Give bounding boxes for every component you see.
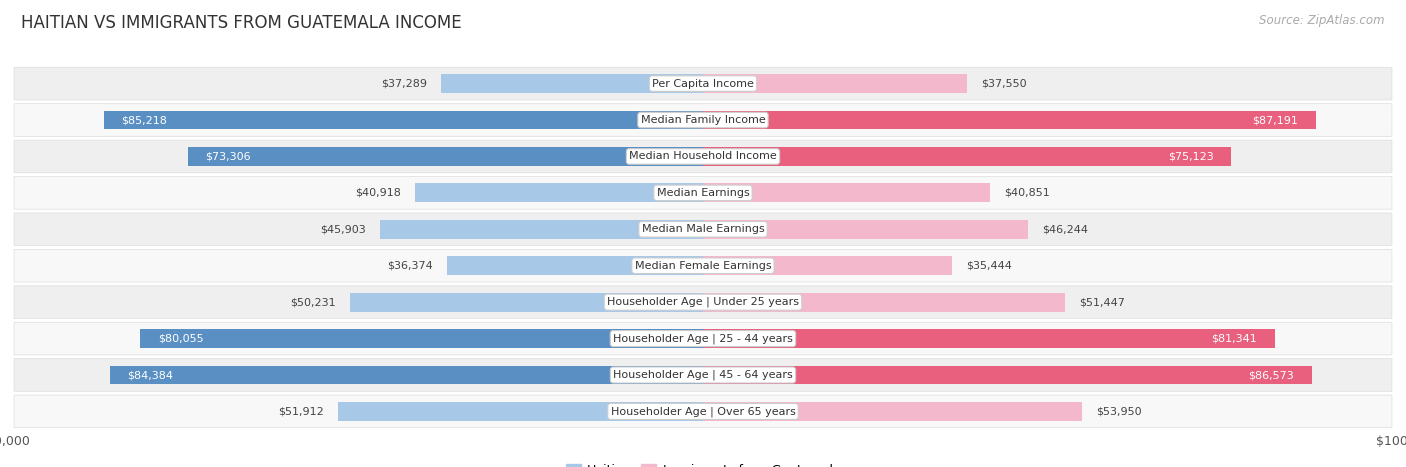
Bar bbox=[380, 220, 703, 239]
Text: $36,374: $36,374 bbox=[388, 261, 433, 271]
Text: Per Capita Income: Per Capita Income bbox=[652, 78, 754, 89]
Text: $40,851: $40,851 bbox=[1004, 188, 1050, 198]
Bar bbox=[441, 74, 703, 93]
Text: HAITIAN VS IMMIGRANTS FROM GUATEMALA INCOME: HAITIAN VS IMMIGRANTS FROM GUATEMALA INC… bbox=[21, 14, 461, 32]
Text: Median Earnings: Median Earnings bbox=[657, 188, 749, 198]
Text: $45,903: $45,903 bbox=[321, 224, 366, 234]
Bar bbox=[350, 293, 703, 311]
Text: $81,341: $81,341 bbox=[1212, 333, 1257, 344]
Bar bbox=[104, 111, 703, 129]
Bar bbox=[110, 366, 703, 384]
Text: $80,055: $80,055 bbox=[157, 333, 204, 344]
Bar bbox=[703, 184, 990, 202]
FancyBboxPatch shape bbox=[14, 177, 1392, 209]
Bar bbox=[703, 402, 1083, 421]
Legend: Haitian, Immigrants from Guatemala: Haitian, Immigrants from Guatemala bbox=[561, 459, 845, 467]
Bar bbox=[703, 256, 952, 275]
Bar bbox=[703, 329, 1275, 348]
Text: $73,306: $73,306 bbox=[205, 151, 250, 162]
Bar bbox=[703, 366, 1312, 384]
Text: $37,289: $37,289 bbox=[381, 78, 427, 89]
FancyBboxPatch shape bbox=[14, 286, 1392, 318]
Text: Median Male Earnings: Median Male Earnings bbox=[641, 224, 765, 234]
Text: $46,244: $46,244 bbox=[1042, 224, 1088, 234]
Bar bbox=[415, 184, 703, 202]
Text: $40,918: $40,918 bbox=[356, 188, 401, 198]
Text: $87,191: $87,191 bbox=[1253, 115, 1298, 125]
Text: $85,218: $85,218 bbox=[121, 115, 167, 125]
FancyBboxPatch shape bbox=[14, 395, 1392, 428]
FancyBboxPatch shape bbox=[14, 322, 1392, 355]
FancyBboxPatch shape bbox=[14, 249, 1392, 282]
Text: $75,123: $75,123 bbox=[1168, 151, 1213, 162]
Bar bbox=[141, 329, 703, 348]
Text: Householder Age | 25 - 44 years: Householder Age | 25 - 44 years bbox=[613, 333, 793, 344]
Bar bbox=[703, 293, 1064, 311]
FancyBboxPatch shape bbox=[14, 213, 1392, 246]
Text: Median Female Earnings: Median Female Earnings bbox=[634, 261, 772, 271]
Text: Householder Age | 45 - 64 years: Householder Age | 45 - 64 years bbox=[613, 370, 793, 380]
Text: $84,384: $84,384 bbox=[128, 370, 173, 380]
Bar bbox=[187, 147, 703, 166]
FancyBboxPatch shape bbox=[14, 359, 1392, 391]
Text: Median Household Income: Median Household Income bbox=[628, 151, 778, 162]
Text: Householder Age | Over 65 years: Householder Age | Over 65 years bbox=[610, 406, 796, 417]
Text: $51,912: $51,912 bbox=[278, 406, 323, 417]
Text: $51,447: $51,447 bbox=[1078, 297, 1125, 307]
Bar bbox=[703, 147, 1232, 166]
Text: $53,950: $53,950 bbox=[1097, 406, 1142, 417]
Bar bbox=[703, 111, 1316, 129]
Text: $35,444: $35,444 bbox=[966, 261, 1012, 271]
Text: Median Family Income: Median Family Income bbox=[641, 115, 765, 125]
Bar bbox=[703, 220, 1028, 239]
Bar bbox=[337, 402, 703, 421]
Text: Source: ZipAtlas.com: Source: ZipAtlas.com bbox=[1260, 14, 1385, 27]
Text: $86,573: $86,573 bbox=[1249, 370, 1294, 380]
FancyBboxPatch shape bbox=[14, 104, 1392, 136]
Text: $50,231: $50,231 bbox=[290, 297, 336, 307]
FancyBboxPatch shape bbox=[14, 140, 1392, 173]
Bar bbox=[703, 74, 967, 93]
FancyBboxPatch shape bbox=[14, 67, 1392, 100]
Text: Householder Age | Under 25 years: Householder Age | Under 25 years bbox=[607, 297, 799, 307]
Text: $37,550: $37,550 bbox=[981, 78, 1026, 89]
Bar bbox=[447, 256, 703, 275]
